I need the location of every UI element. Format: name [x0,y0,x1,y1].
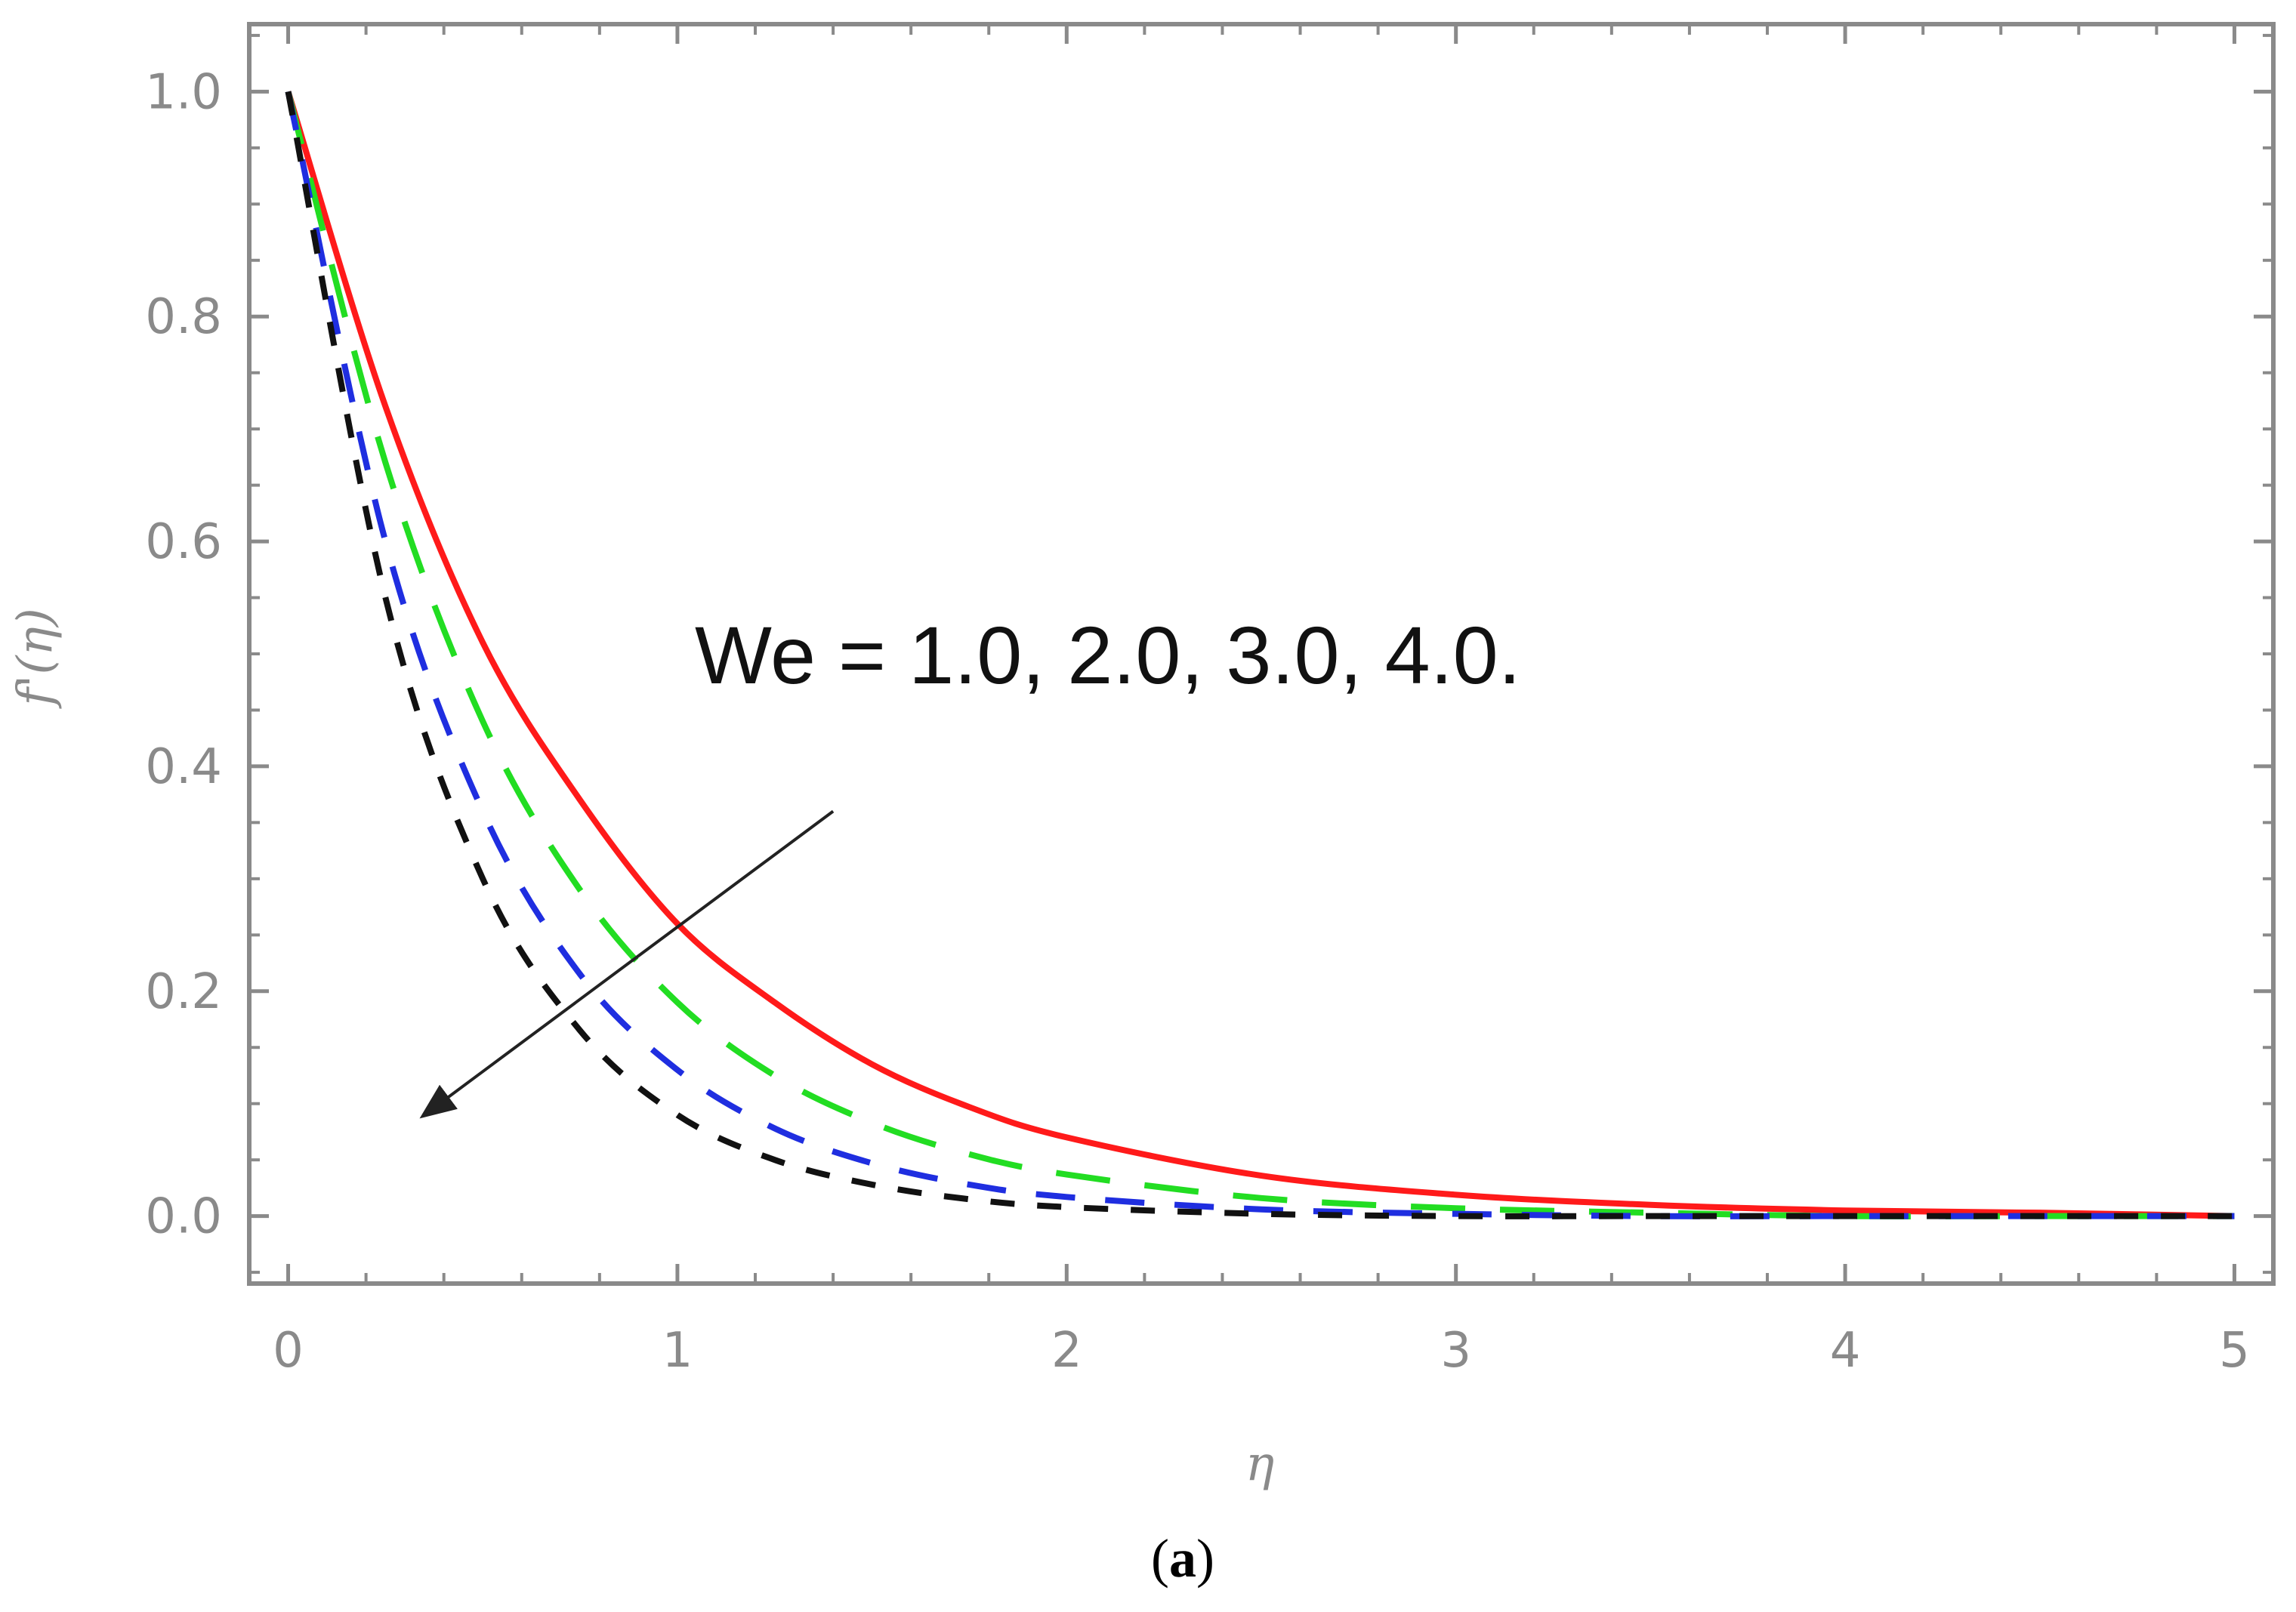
tick-marks [249,24,2273,1284]
y-tick-label: 0.0 [145,1189,222,1245]
x-tick-label: 4 [1830,1323,1861,1379]
annotation-arrow [419,809,835,1119]
y-tick-label: 0.8 [145,289,222,345]
y-tick-label: 0.6 [145,514,222,570]
y-tick-label: 1.0 [145,64,222,120]
annotation-arrow-group [419,809,835,1119]
tick-labels: 0 1 2 3 4 5 0.0 0.2 0.4 0.6 0.8 1.0 [145,64,2250,1379]
caption-close: ) [1196,1528,1214,1589]
x-axis-label: η [1245,1436,1274,1492]
series-line-4 [285,91,2235,1219]
caption-open: ( [1151,1528,1169,1589]
x-tick-label: 3 [1440,1323,1471,1379]
annotation-text: We = 1.0, 2.0, 3.0, 4.0. [695,609,1521,701]
y-tick-label: 0.2 [145,964,222,1020]
y-axis-label: f'(η) [8,608,63,709]
caption-letter: a [1169,1528,1196,1589]
x-tick-label: 2 [1051,1323,1082,1379]
series-line-1 [285,91,2235,1219]
figure-caption: (a) [1151,1528,1214,1589]
x-tick-label: 0 [273,1323,304,1379]
x-tick-label: 1 [662,1323,693,1379]
x-tick-label: 5 [2219,1323,2250,1379]
series-lines [285,91,2235,1219]
y-tick-label: 0.4 [145,739,222,795]
